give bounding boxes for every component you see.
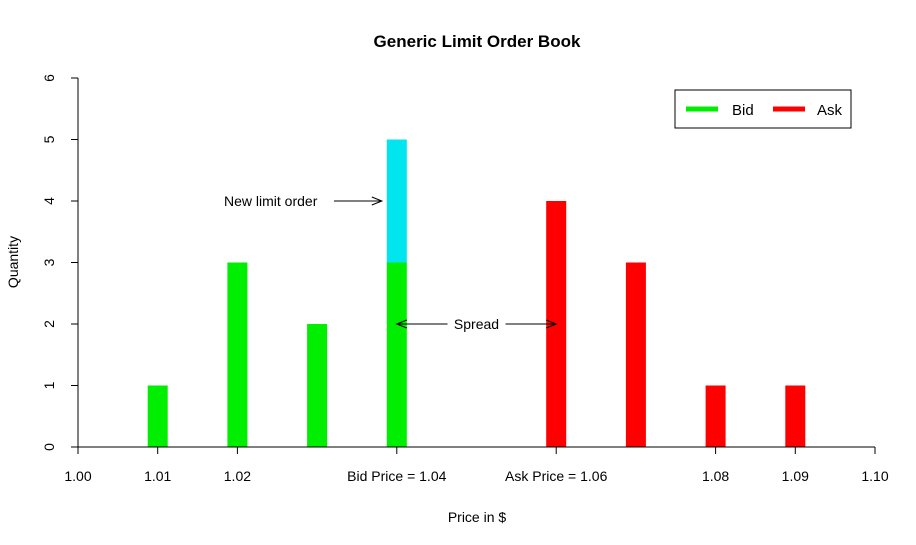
x-tick-label-3: Bid Price = 1.04 (347, 468, 446, 484)
bar-series-1-2 (705, 385, 726, 447)
x-tick-label-4: Ask Price = 1.06 (505, 468, 608, 484)
x-tick-label-2: 1.02 (224, 468, 251, 484)
annotations-layer: New limit order Spread (224, 193, 558, 332)
annotation-spread-arrowhead-left (395, 319, 407, 329)
x-tick-label-6: 1.09 (782, 468, 809, 484)
x-tick-label-7: 1.10 (861, 468, 888, 484)
bar-series-2-0 (386, 139, 407, 263)
bar-series-0-3 (386, 262, 407, 447)
annotation-new-limit-order: New limit order (224, 193, 318, 209)
legend-label-ask: Ask (817, 102, 843, 119)
x-tick-label-0: 1.00 (64, 468, 91, 484)
annotation-new-limit-order-arrowhead (371, 196, 384, 206)
y-axis-label: Quantity (5, 236, 21, 288)
y-tick-label-2: 2 (41, 320, 57, 328)
bars-layer (147, 139, 806, 447)
bar-series-0-2 (307, 324, 328, 447)
chart-title: Generic Limit Order Book (374, 32, 581, 51)
bar-series-1-1 (625, 262, 646, 447)
x-axis-label: Price in $ (448, 509, 507, 525)
bar-series-0-1 (227, 262, 248, 447)
legend-label-bid: Bid (732, 102, 754, 119)
legend: Bid Ask (674, 89, 852, 129)
y-tick-label-1: 1 (41, 381, 57, 389)
axes-layer: 1.00 1.01 1.02 Bid Price = 1.04 Ask Price = … (41, 74, 889, 484)
annotation-spread-arrowhead-right (546, 319, 558, 329)
y-tick-label-4: 4 (41, 197, 57, 205)
y-tick-label-0: 0 (41, 443, 57, 451)
y-tick-label-3: 3 (41, 258, 57, 266)
bar-series-1-3 (785, 385, 806, 447)
x-tick-label-1: 1.01 (144, 468, 171, 484)
annotation-spread: Spread (454, 316, 499, 332)
bar-series-0-0 (147, 385, 168, 447)
y-tick-label-5: 5 (41, 135, 57, 143)
x-tick-label-5: 1.08 (702, 468, 729, 484)
y-tick-label-6: 6 (41, 74, 57, 82)
